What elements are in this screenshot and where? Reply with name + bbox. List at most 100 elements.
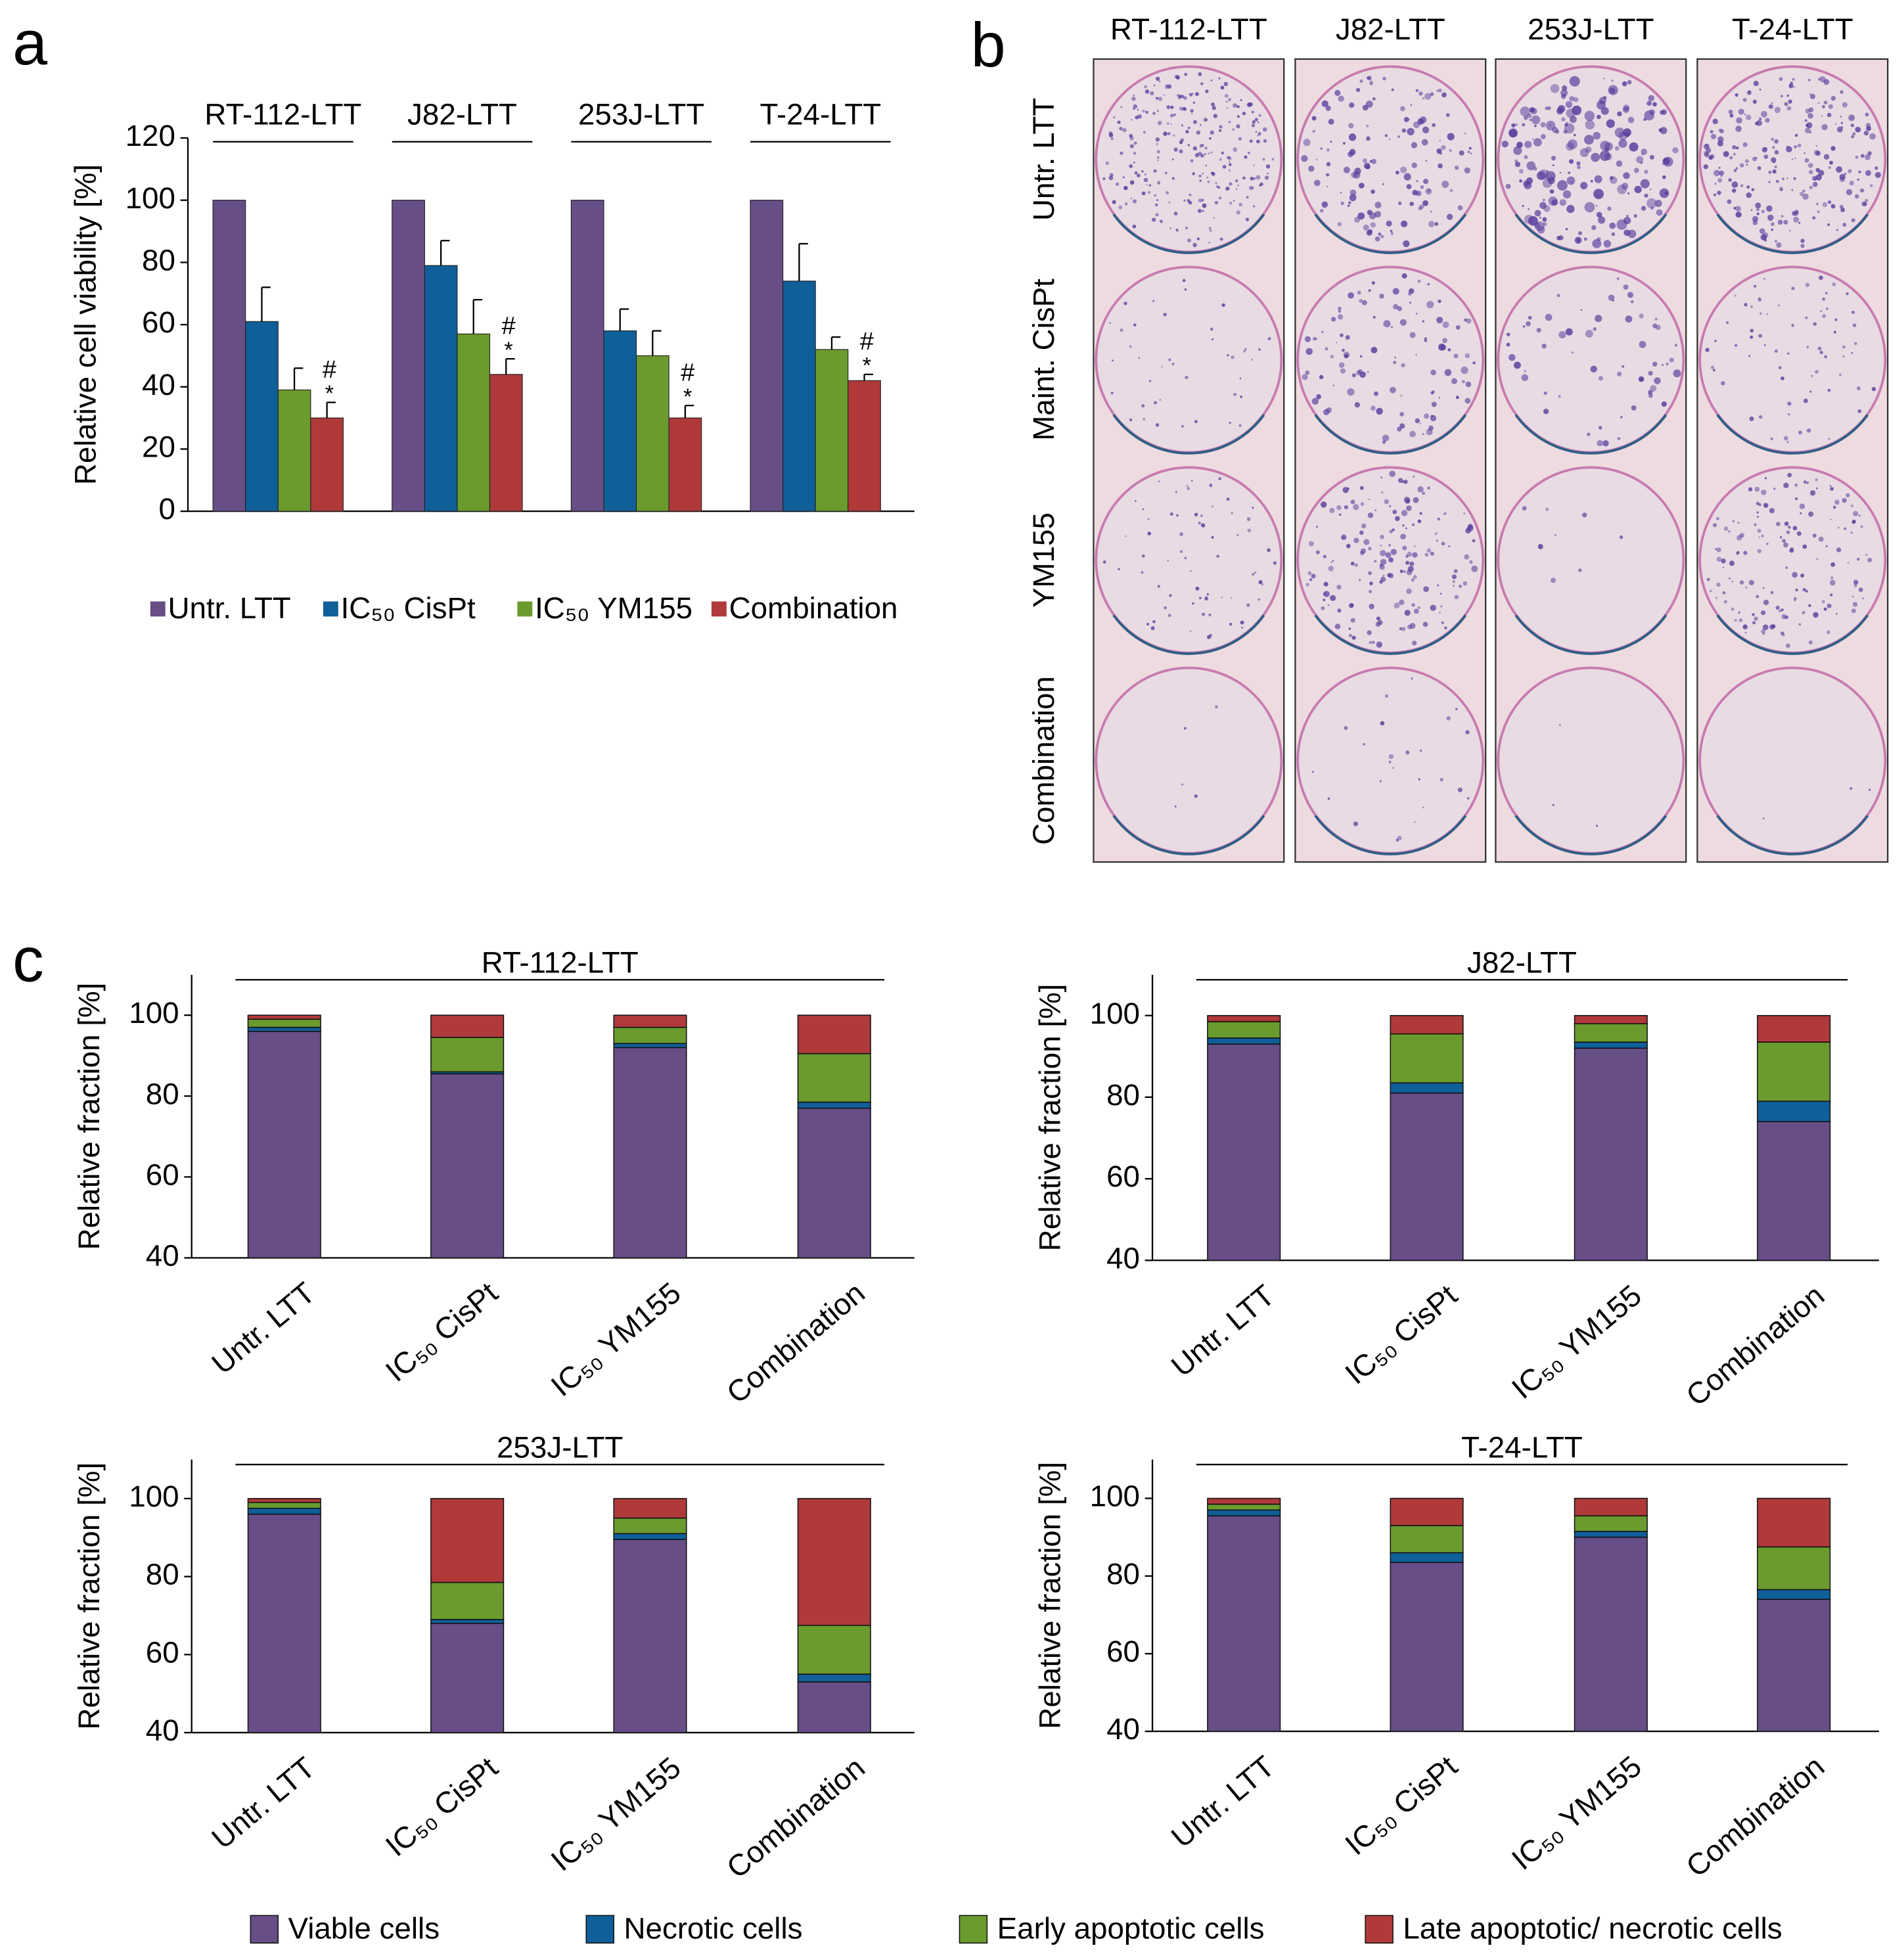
colony (1817, 346, 1822, 351)
colony (1208, 613, 1212, 617)
colony (1374, 211, 1382, 218)
colony (1793, 177, 1796, 180)
colony (1313, 336, 1317, 341)
colony (1459, 150, 1464, 156)
colony (1141, 191, 1146, 196)
colony (1812, 533, 1817, 538)
colony (1405, 750, 1410, 755)
bar-segment (430, 1498, 505, 1583)
colony (1330, 141, 1332, 143)
colony (1219, 158, 1222, 161)
y-axis-label: Relative cell viability [%] (69, 164, 102, 485)
plate (1095, 466, 1283, 654)
colony (1751, 188, 1755, 191)
colony (1406, 505, 1412, 511)
colony (1568, 171, 1571, 175)
colony (1765, 118, 1770, 123)
colony (1457, 205, 1463, 211)
colony (1734, 93, 1738, 97)
bar-segment (613, 1498, 687, 1519)
colony (1357, 369, 1363, 374)
colony (1399, 166, 1407, 173)
colony (1412, 552, 1418, 558)
colony (1236, 124, 1240, 129)
colony (1788, 526, 1791, 529)
plate-rim (1314, 614, 1467, 655)
colony (1761, 110, 1767, 118)
colony (1779, 187, 1784, 191)
colony (1449, 148, 1452, 152)
colony (1265, 164, 1271, 169)
colony (1712, 369, 1715, 372)
colony (1438, 163, 1443, 169)
colony (1351, 635, 1356, 640)
colony (1406, 184, 1412, 189)
bar-segment (247, 1513, 321, 1733)
colony (1625, 132, 1630, 137)
plate-rim (1112, 614, 1265, 655)
colony (1411, 142, 1418, 148)
colony (1389, 505, 1392, 508)
colony (1367, 512, 1374, 518)
colony (1422, 433, 1424, 436)
colony (1258, 114, 1261, 117)
colony (1540, 133, 1546, 139)
colony (1338, 95, 1345, 102)
plate-rim (1112, 414, 1265, 455)
colony (1762, 817, 1765, 820)
colony (1157, 156, 1160, 159)
bar-segment (1574, 1536, 1648, 1732)
colony (1546, 170, 1549, 173)
colony (1366, 125, 1369, 127)
colony (1768, 104, 1773, 109)
colony (1251, 359, 1253, 361)
colony (1423, 586, 1430, 593)
colony (1774, 139, 1779, 144)
colony (1593, 189, 1604, 200)
colony (1394, 356, 1397, 359)
colony (1865, 112, 1869, 117)
y-tick-label: 80 (146, 1077, 179, 1110)
colony (1545, 106, 1549, 110)
colony (1351, 373, 1356, 378)
colony (1578, 231, 1583, 236)
colony (1838, 526, 1840, 529)
colony (1737, 522, 1740, 524)
colony (1648, 95, 1655, 102)
colony (1381, 491, 1384, 493)
colony (1758, 415, 1763, 419)
colony (1558, 235, 1564, 240)
colony (1616, 277, 1620, 281)
colony (1556, 107, 1564, 115)
colony (1409, 201, 1415, 206)
colony (1391, 88, 1394, 91)
colony (1179, 149, 1183, 154)
colony (1817, 210, 1820, 214)
colony (1595, 205, 1598, 207)
colony (1744, 159, 1749, 164)
colony (1727, 199, 1732, 204)
colony (1869, 133, 1876, 140)
row-label: Combination (1027, 676, 1060, 845)
colony (1805, 108, 1811, 114)
colony (1862, 597, 1864, 599)
colony (1819, 275, 1823, 281)
colony (1783, 482, 1789, 489)
colony (1621, 365, 1625, 368)
colony (1210, 151, 1213, 154)
colony (1444, 512, 1447, 515)
colony (1828, 166, 1832, 170)
colony (1771, 137, 1775, 141)
colony (1187, 487, 1190, 491)
colony (1842, 223, 1847, 227)
colony (1240, 620, 1244, 625)
colony (1720, 175, 1723, 177)
colony (1526, 161, 1536, 171)
colony (1713, 193, 1717, 196)
legend-label: IC₅₀ YM155 (535, 591, 692, 625)
colony (1422, 806, 1424, 809)
colony (1205, 89, 1209, 93)
colony (1419, 422, 1422, 424)
colony (1673, 369, 1681, 378)
colony (1609, 222, 1616, 229)
